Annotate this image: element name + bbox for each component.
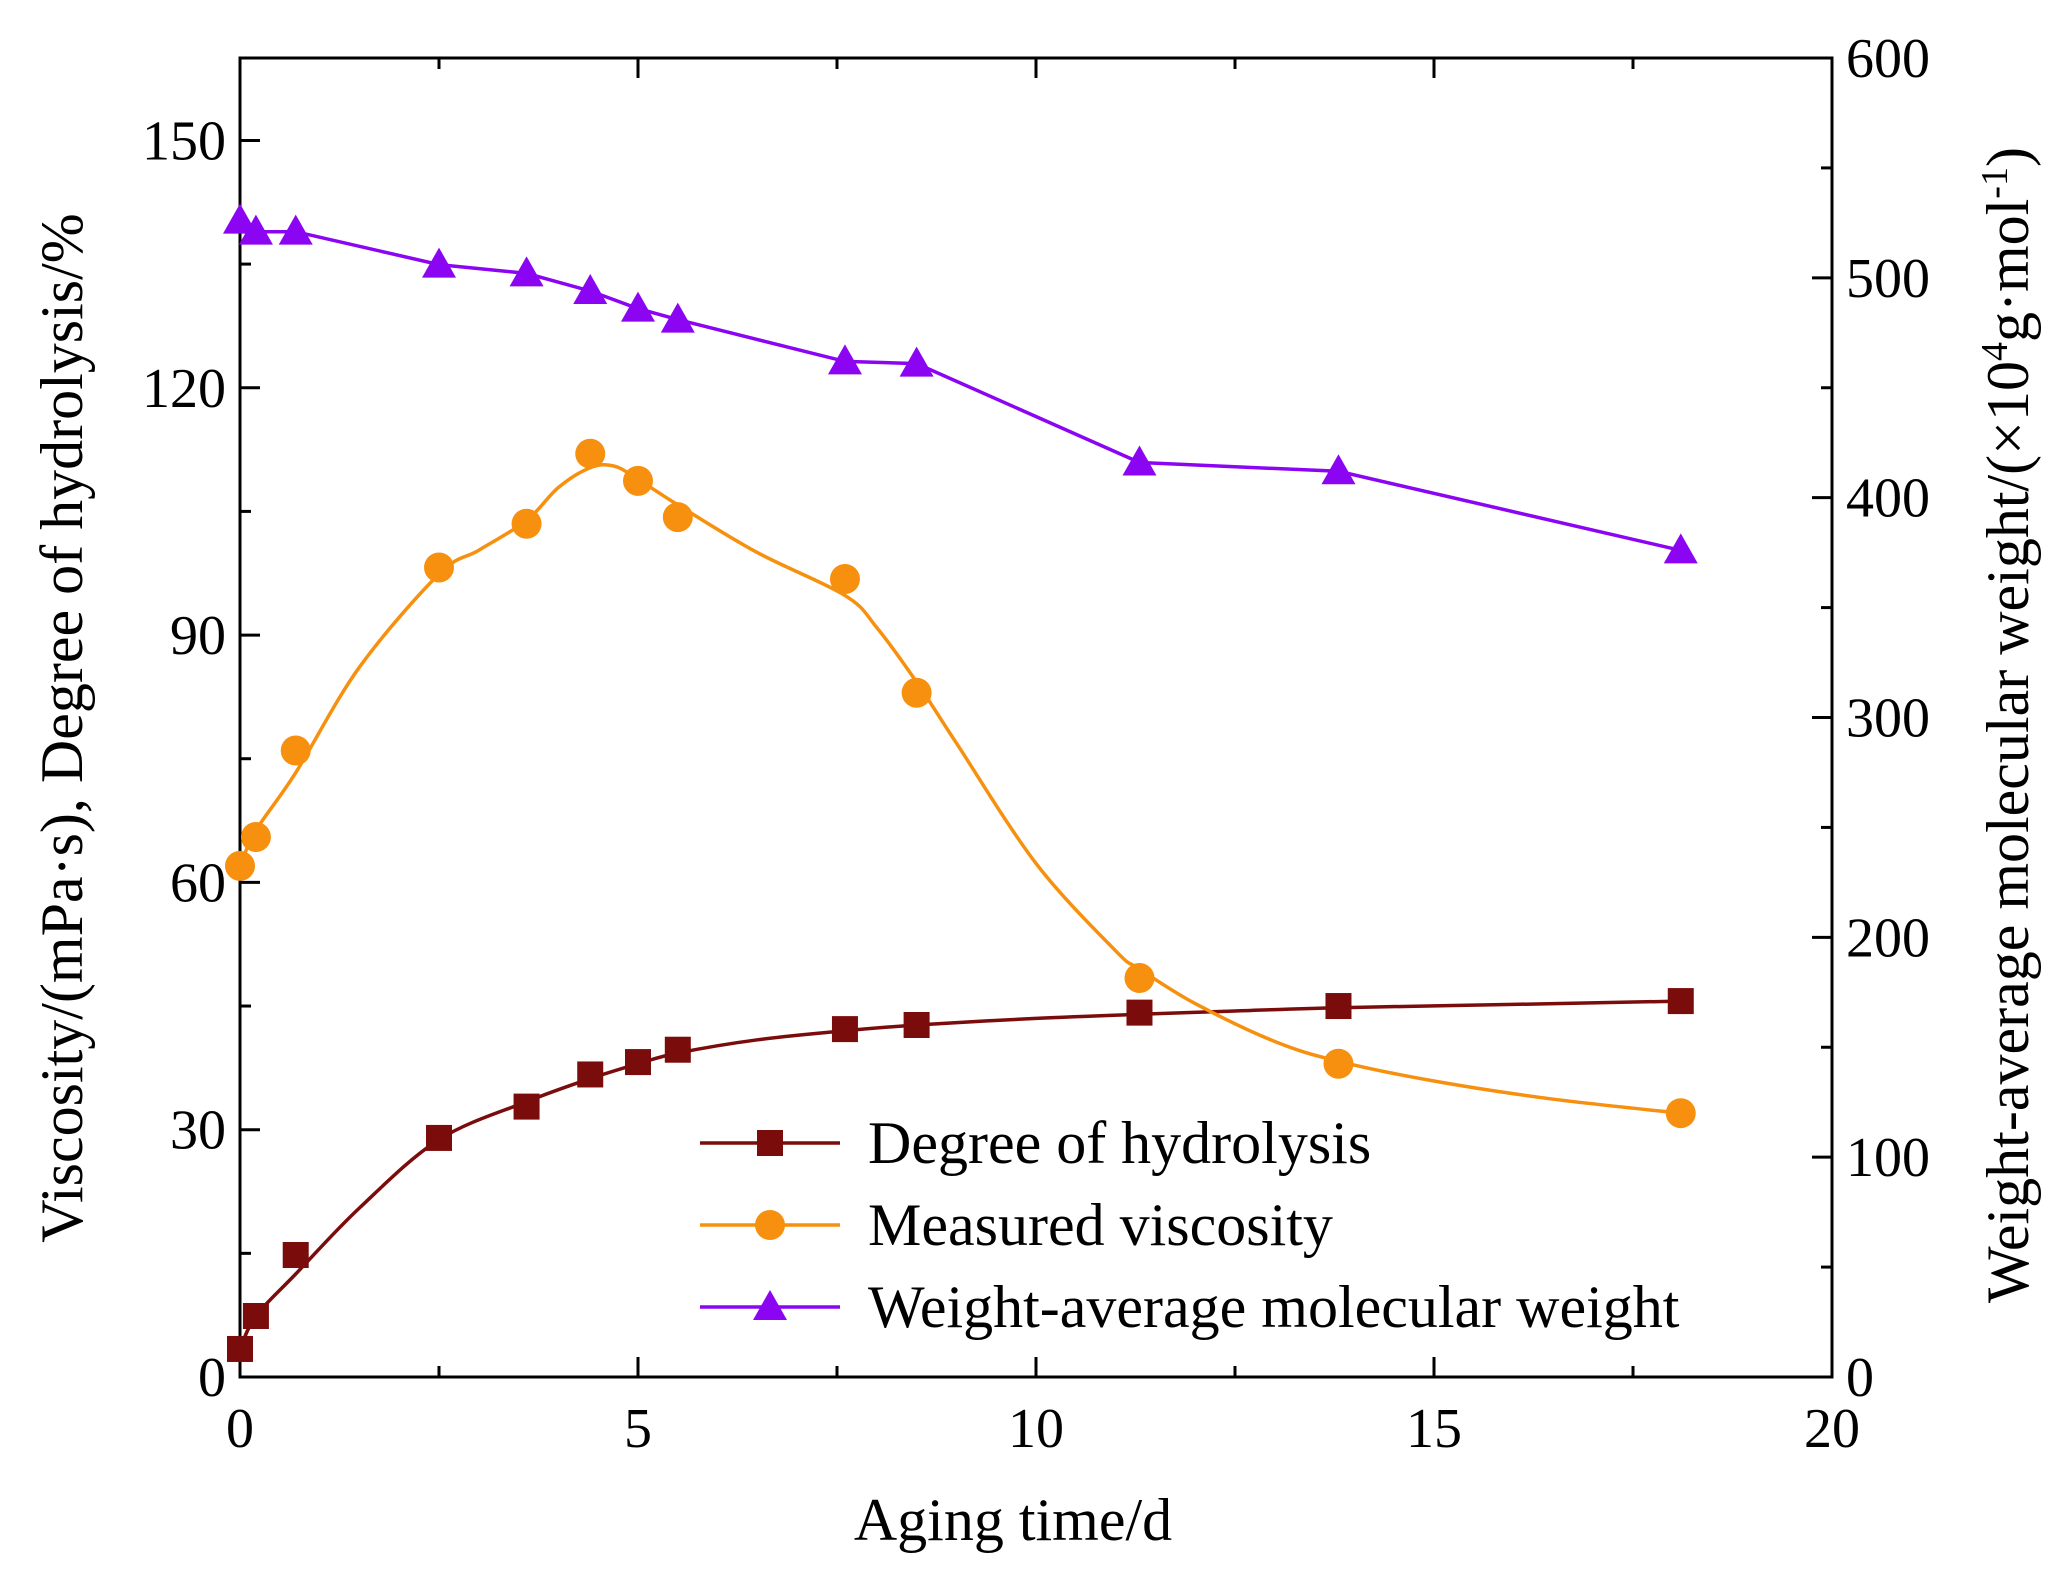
data-point-circle xyxy=(511,508,542,539)
data-point-triangle xyxy=(1122,445,1157,476)
y-right-tick-label: 300 xyxy=(1846,688,1930,750)
data-point-square xyxy=(242,1302,269,1329)
y-left-tick-label: 0 xyxy=(198,1347,226,1409)
data-point-triangle xyxy=(621,291,655,322)
data-point-triangle xyxy=(278,214,313,245)
series-line-triangle xyxy=(239,219,1682,553)
data-point-triangle xyxy=(573,274,608,305)
data-point-square xyxy=(227,1335,253,1362)
data-point-circle xyxy=(240,822,271,853)
y-left-tick-label: 60 xyxy=(170,852,226,914)
x-tick-label: 20 xyxy=(1804,1398,1860,1460)
legend-marker-triangle xyxy=(753,1290,787,1320)
data-point-circle xyxy=(424,552,454,583)
series-line-circle xyxy=(238,463,1681,1115)
series-layer xyxy=(223,203,1698,1362)
y-left-tick-label: 90 xyxy=(170,605,226,667)
y-right-tick-label: 100 xyxy=(1846,1127,1930,1189)
data-point-square xyxy=(1325,993,1352,1020)
legend: Degree of hydrolysis Measured viscosity We… xyxy=(700,1110,1680,1340)
data-point-square xyxy=(513,1093,540,1120)
y-left-tick-label: 120 xyxy=(142,358,226,420)
y-left-tick-label: 150 xyxy=(142,110,226,172)
data-point-square xyxy=(831,1016,858,1043)
y-right-tick-label: 600 xyxy=(1846,28,1930,90)
data-point-triangle xyxy=(509,256,544,287)
series-circle xyxy=(225,438,1696,1129)
y-right-axis-title: Weight-average molecular weight/(×104g·m… xyxy=(1974,147,2041,1303)
x-tick-label: 15 xyxy=(1406,1398,1462,1460)
series-line-square xyxy=(238,999,1681,1350)
y-right-title-exp1: 4 xyxy=(1974,342,2016,361)
x-tick-label: 0 xyxy=(226,1398,254,1460)
y-right-tick-label: 200 xyxy=(1846,907,1930,969)
data-point-circle xyxy=(662,502,693,533)
data-point-square xyxy=(426,1124,452,1151)
y-right-tick-label: 400 xyxy=(1846,468,1930,530)
data-point-square xyxy=(577,1061,604,1088)
data-point-circle xyxy=(829,564,860,595)
data-point-circle xyxy=(575,438,606,469)
legend-marker-circle xyxy=(755,1210,785,1240)
data-point-square xyxy=(1667,988,1694,1015)
x-tick-label: 5 xyxy=(624,1398,652,1460)
y-left-tick-label: 30 xyxy=(170,1100,226,1162)
y-right-title-exp2: -1 xyxy=(1974,167,2016,199)
data-point-triangle xyxy=(223,203,257,234)
data-point-circle xyxy=(1124,963,1155,994)
y-left-axis-title: Viscosity/(mPa·s), Degree of hydrolysis/… xyxy=(29,213,95,1243)
data-point-triangle xyxy=(238,214,273,245)
data-point-square xyxy=(625,1049,651,1076)
data-point-triangle xyxy=(1663,533,1698,564)
data-point-circle xyxy=(225,850,255,881)
series-square xyxy=(227,988,1694,1362)
y-right-tick-label: 500 xyxy=(1846,248,1930,310)
data-point-triangle xyxy=(899,346,934,377)
x-tick-label: 10 xyxy=(1008,1398,1064,1460)
data-point-triangle xyxy=(660,302,695,333)
y-right-tick-label: 0 xyxy=(1846,1347,1874,1409)
plot-border xyxy=(238,56,1834,1379)
data-point-circle xyxy=(1665,1098,1696,1129)
data-point-square xyxy=(282,1241,309,1268)
data-point-square xyxy=(1126,999,1153,1026)
y-right-title-suffix: ) xyxy=(1975,147,2041,167)
data-point-circle xyxy=(901,677,932,708)
legend-label: Degree of hydrolysis xyxy=(868,1110,1371,1176)
legend-marker-square xyxy=(757,1130,783,1156)
data-point-circle xyxy=(623,465,653,496)
data-point-triangle xyxy=(827,344,862,375)
y-right-title-mid: g·mol xyxy=(1975,199,2041,342)
y-right-title-prefix: Weight-average molecular weight/(×10 xyxy=(1975,361,2041,1303)
data-point-triangle xyxy=(422,247,456,278)
data-point-circle xyxy=(1323,1048,1354,1079)
x-axis-title: Aging time/d xyxy=(854,1487,1172,1553)
data-point-square xyxy=(903,1011,930,1038)
data-point-circle xyxy=(280,735,311,766)
data-point-triangle xyxy=(1321,454,1356,485)
data-point-square xyxy=(664,1036,691,1063)
series-triangle xyxy=(223,203,1698,564)
legend-label: Weight-average molecular weight xyxy=(868,1274,1680,1340)
legend-label: Measured viscosity xyxy=(868,1192,1333,1258)
